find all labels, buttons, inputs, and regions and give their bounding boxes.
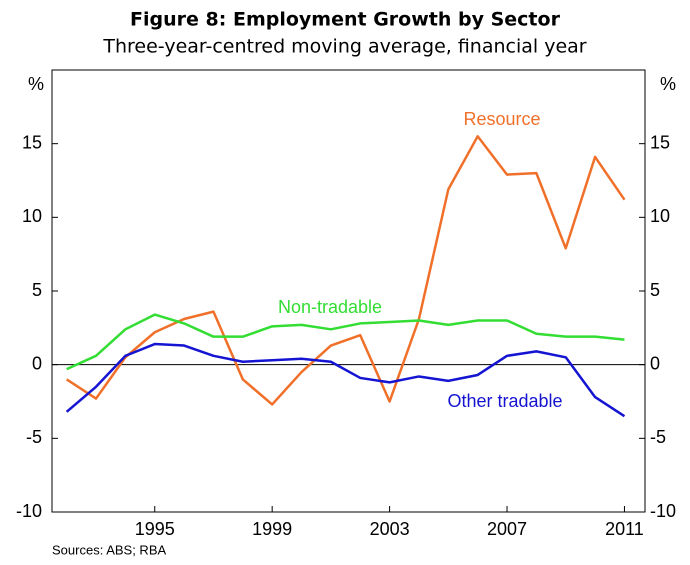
y-tick-label: 5: [32, 280, 42, 300]
y-tick-label-right: 15: [650, 132, 670, 152]
x-tick-label: 1995: [135, 519, 175, 539]
y-tick-label: 10: [22, 206, 42, 226]
series-line: [66, 313, 625, 371]
chart-subtitle: Three-year-centred moving average, finan…: [102, 36, 586, 58]
y-tick-label: -5: [26, 427, 42, 447]
series-label: Resource: [463, 109, 540, 129]
y-tick-label-right: 0: [650, 353, 660, 373]
y-tick-label: -10: [16, 501, 42, 521]
x-tick-label: 1999: [252, 519, 292, 539]
series-label: Other tradable: [447, 391, 562, 411]
series-label: Non-tradable: [278, 297, 382, 317]
x-tick-label: 2007: [487, 519, 527, 539]
y-unit-left: %: [28, 74, 44, 94]
source: Sources: ABS; RBA: [52, 542, 166, 557]
y-tick-label-right: -5: [650, 427, 666, 447]
y-unit-right: %: [660, 74, 676, 94]
plot-frame: [51, 69, 646, 513]
x-tick-label: 2003: [370, 519, 410, 539]
y-tick-label-right: -10: [650, 501, 676, 521]
chart-title: Figure 8: Employment Growth by Sector: [130, 9, 561, 31]
y-tick-label-right: 5: [650, 280, 660, 300]
y-tick-label: 0: [32, 353, 42, 373]
y-tick-label-right: 10: [650, 206, 670, 226]
series-line: [65, 135, 626, 406]
series-line: [65, 342, 626, 418]
y-tick-label: 15: [22, 132, 42, 152]
x-tick-label: 2011: [605, 519, 644, 539]
